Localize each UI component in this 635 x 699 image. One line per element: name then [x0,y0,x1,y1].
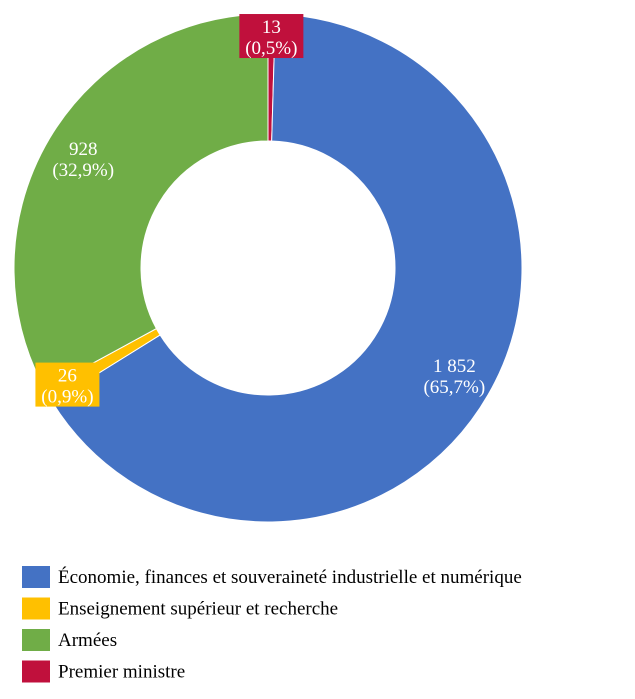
data-label: 26 (0,9%) [41,366,93,408]
data-label: 13 (0,5%) [245,17,297,59]
legend-swatch [22,629,50,651]
percent-label: (32,9%) [52,160,114,181]
label-box [35,362,100,407]
data-label: 928 (32,9%) [52,139,114,181]
legend-swatch [22,566,50,588]
label-box [239,14,304,59]
legend-label: Armées [58,630,117,651]
legend-label: Enseignement supérieur et recherche [58,599,338,620]
percent-label: (65,7%) [423,377,485,398]
legend-label: Premier ministre [58,662,185,683]
value-label: 13 [262,17,281,38]
value-label: 1 852 [433,356,476,377]
legend-swatch [22,597,50,620]
data-label: 1 852 (65,7%) [423,356,485,398]
percent-label: (0,5%) [245,38,297,59]
legend-swatch [22,660,50,683]
value-label: 928 [69,139,98,160]
value-label: 26 [58,366,77,387]
donut-slice [13,13,269,390]
legend-label: Économie, finances et souveraineté indus… [58,566,522,588]
donut-slice [51,13,523,523]
percent-label: (0,9%) [41,387,93,408]
